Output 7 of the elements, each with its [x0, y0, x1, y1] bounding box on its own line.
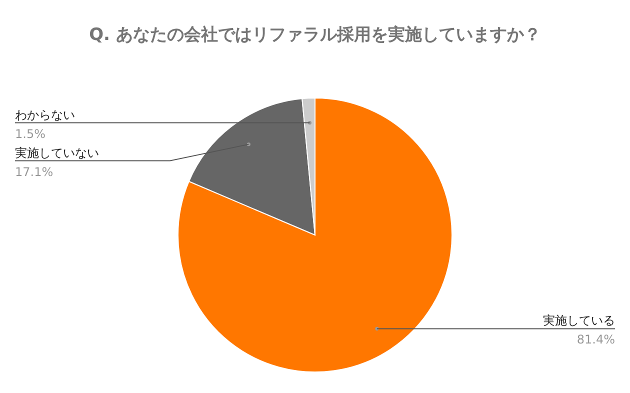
slice-label: 実施している [543, 314, 615, 328]
data-label: 1.5% [15, 126, 46, 141]
data-label: 81.4% [576, 332, 615, 347]
data-label: 17.1% [15, 164, 54, 179]
chart-title: Q. あなたの会社ではリファラル採用を実施していますか？ [89, 25, 541, 45]
slice-label: 実施していない [15, 146, 99, 160]
slice-label: わからない [15, 108, 75, 122]
